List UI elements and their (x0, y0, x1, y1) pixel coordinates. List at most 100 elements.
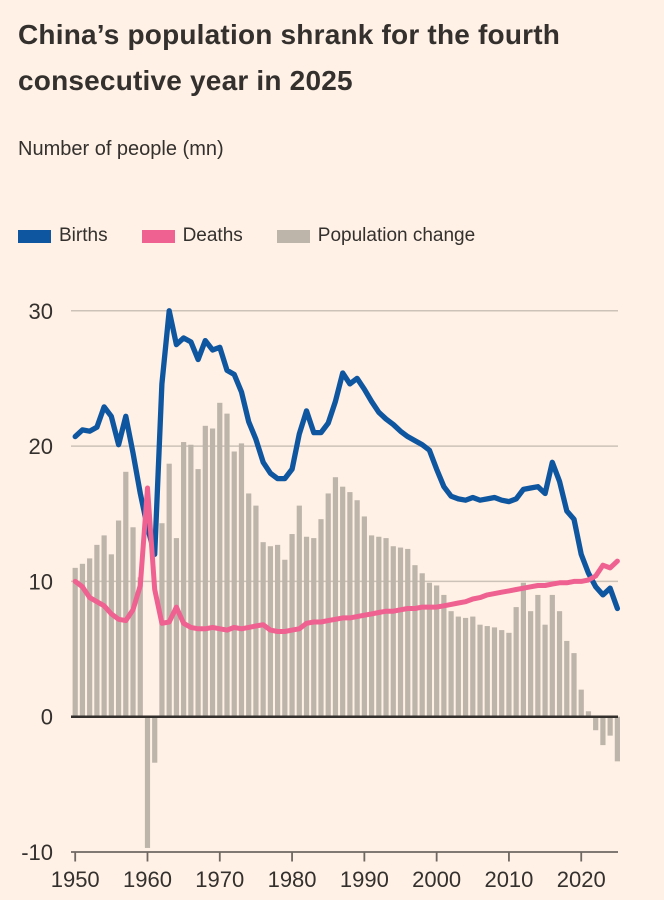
bar (101, 535, 107, 717)
bar (173, 538, 180, 717)
bar (412, 565, 418, 717)
bar (253, 505, 259, 717)
y-tick-label: 10 (29, 569, 53, 594)
bar (614, 716, 620, 762)
legend-item-births: Births (18, 225, 108, 247)
legend-label-births: Births (59, 225, 108, 246)
bar (600, 716, 606, 746)
bar (506, 632, 512, 717)
y-tick-label: 0 (41, 705, 53, 730)
bar (593, 716, 599, 731)
bar (79, 563, 86, 717)
chart-subtitle: Number of people (mn) (18, 138, 224, 160)
legend-label-population-change: Population change (317, 225, 476, 246)
x-tick-label: 2010 (484, 867, 533, 892)
bar (347, 492, 353, 717)
bar (441, 594, 447, 717)
bar (209, 428, 216, 717)
population-chart: 1950 1960 1970 1980 1990 2000 2010 20203020100-… (21, 299, 621, 892)
bar (419, 573, 425, 717)
deaths-line (72, 485, 620, 634)
births-swatch (18, 229, 51, 243)
y-tick-label: 30 (29, 299, 53, 324)
bar (246, 493, 252, 717)
y-axis-labels: 30 20 10 0 -10 (21, 299, 53, 865)
bar (542, 624, 548, 717)
deaths-swatch (141, 229, 175, 243)
births-line (72, 308, 621, 612)
bar (202, 425, 208, 717)
bar (484, 626, 490, 717)
x-tick-label: 1980 (268, 867, 317, 892)
bar (238, 443, 245, 717)
bar (282, 559, 288, 717)
bar (188, 444, 194, 717)
bar (231, 451, 237, 717)
bar (217, 402, 223, 717)
bar (311, 538, 317, 717)
legend: Births Deaths Population change (18, 225, 475, 247)
legend-label-deaths: Deaths (182, 225, 243, 246)
bar (303, 536, 310, 717)
bar (491, 627, 498, 717)
bar (72, 567, 78, 717)
population-change-swatch (276, 229, 310, 243)
bar (383, 538, 389, 717)
bar (376, 536, 382, 717)
bar (137, 577, 143, 717)
bar (318, 519, 324, 717)
bar (405, 548, 411, 717)
bar (296, 505, 302, 717)
bar (166, 463, 172, 717)
bar (130, 527, 136, 717)
x-axis: 1950 1960 1970 1980 1990 2000 2010 2020 (51, 851, 618, 892)
population-change-bars (72, 402, 620, 848)
bar (195, 469, 201, 717)
bar (499, 630, 505, 717)
bar (94, 544, 100, 717)
bar (434, 585, 440, 717)
bar (578, 689, 584, 717)
bar (455, 616, 461, 717)
chart-title: China’s population shrank for the fourth… (18, 19, 561, 96)
bar (87, 558, 93, 717)
bar (152, 716, 158, 763)
bar (448, 611, 454, 717)
bar (332, 477, 339, 717)
x-tick-label: 1950 (51, 867, 100, 892)
bar (224, 413, 230, 717)
bar (571, 653, 577, 717)
bar (108, 554, 114, 717)
y-tick-label: -10 (21, 840, 53, 865)
x-tick-label: 1970 (195, 867, 244, 892)
bar (564, 640, 570, 717)
bar (325, 493, 331, 717)
bar (368, 535, 375, 717)
bar (181, 442, 187, 717)
bar (123, 471, 129, 717)
bar (556, 611, 563, 717)
x-tick-label: 2020 (557, 867, 606, 892)
bar (462, 617, 469, 717)
bar (397, 547, 404, 717)
x-tick-label: 1960 (123, 867, 172, 892)
bar (585, 711, 592, 717)
x-tick-label: 2000 (412, 867, 461, 892)
bar (390, 546, 396, 717)
y-tick-label: 20 (29, 434, 53, 459)
bar (549, 594, 555, 717)
bar (513, 607, 519, 717)
bar (426, 582, 433, 717)
bar (260, 542, 266, 717)
bar (144, 716, 151, 848)
bar (535, 594, 541, 717)
bar (607, 716, 613, 736)
bar (340, 486, 346, 717)
x-tick-label: 1990 (340, 867, 389, 892)
bar (470, 616, 476, 717)
legend-item-deaths: Deaths (141, 225, 243, 247)
bar (520, 582, 526, 717)
bar (289, 534, 295, 717)
bar (354, 500, 360, 717)
